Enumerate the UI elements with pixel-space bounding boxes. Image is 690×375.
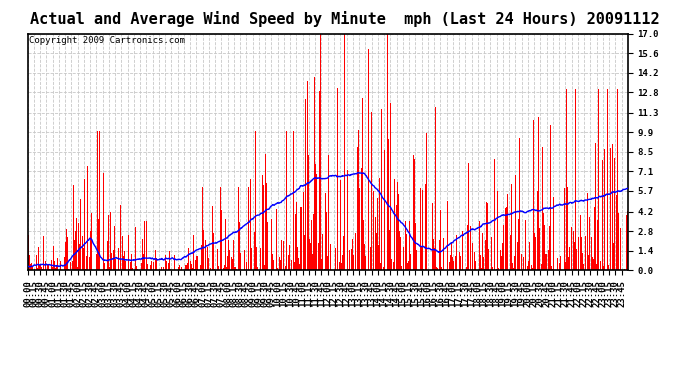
Text: Copyright 2009 Cartronics.com: Copyright 2009 Cartronics.com [29, 36, 185, 45]
Text: Actual and Average Wind Speed by Minute  mph (Last 24 Hours) 20091112: Actual and Average Wind Speed by Minute … [30, 11, 660, 27]
